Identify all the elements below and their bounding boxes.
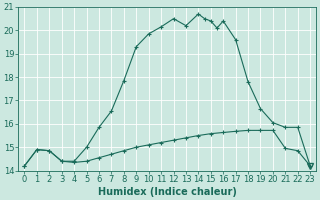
- X-axis label: Humidex (Indice chaleur): Humidex (Indice chaleur): [98, 187, 237, 197]
